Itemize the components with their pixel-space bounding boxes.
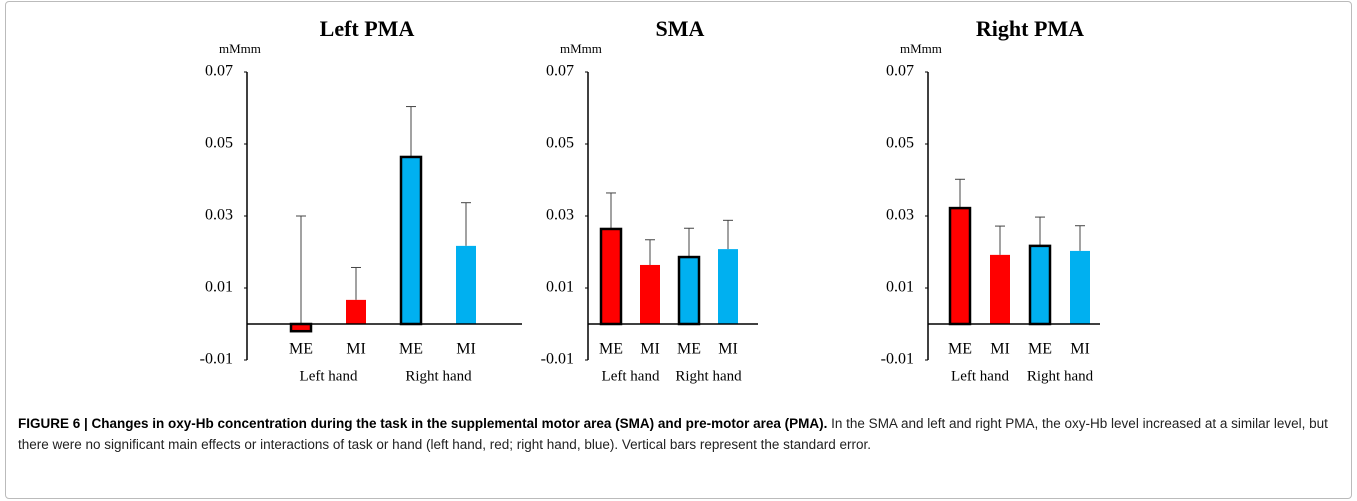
group-label: Right hand xyxy=(675,368,742,384)
bar xyxy=(990,254,1010,324)
chart-title: SMA xyxy=(656,16,705,41)
charts: Left PMA mMmm -0.01 0.01 0.03 0.05 0.07 ME MI ME M… xyxy=(200,16,1100,384)
y-tick-label: 0.05 xyxy=(205,135,233,152)
group-label: Left hand xyxy=(602,368,660,384)
bar xyxy=(399,155,423,326)
group-label: Left hand xyxy=(300,368,358,384)
y-tick-label: 0.03 xyxy=(546,207,574,224)
x-tick-label: ME xyxy=(599,341,623,358)
y-tick-label: 0.01 xyxy=(205,279,233,296)
bar xyxy=(948,206,972,326)
y-tick-label: 0.07 xyxy=(546,63,574,80)
bar xyxy=(640,264,660,324)
figure-frame xyxy=(5,1,1352,499)
bar xyxy=(346,299,366,324)
y-tick-label: -0.01 xyxy=(881,351,914,368)
y-tick-label: -0.01 xyxy=(541,351,574,368)
y-tick-label: 0.07 xyxy=(886,63,914,80)
x-tick-label: MI xyxy=(456,341,476,358)
x-tick-label: ME xyxy=(289,341,313,358)
bar xyxy=(456,245,476,324)
y-unit: mMmm xyxy=(219,41,261,56)
x-tick-label: MI xyxy=(1070,341,1090,358)
bar xyxy=(289,322,313,333)
x-tick-label: ME xyxy=(677,341,701,358)
y-tick-label: 0.07 xyxy=(205,63,233,80)
chart-title: Left PMA xyxy=(320,16,415,41)
y-tick-label: 0.05 xyxy=(546,135,574,152)
caption-body: In the SMA and left and right PMA, the o… xyxy=(18,416,1328,452)
bar xyxy=(1070,250,1090,324)
x-tick-label: MI xyxy=(990,341,1010,358)
y-tick-label: 0.01 xyxy=(886,279,914,296)
y-unit: mMmm xyxy=(900,41,942,56)
group-label: Left hand xyxy=(951,368,1009,384)
y-unit: mMmm xyxy=(560,41,602,56)
y-tick-label: 0.03 xyxy=(205,207,233,224)
chart-title: Right PMA xyxy=(976,16,1084,41)
x-tick-label: MI xyxy=(718,341,738,358)
x-tick-label: MI xyxy=(346,341,366,358)
y-tick-label: 0.05 xyxy=(886,135,914,152)
x-tick-label: ME xyxy=(399,341,423,358)
bar xyxy=(599,227,623,326)
bar xyxy=(718,249,738,324)
caption: FIGURE 6 | Changes in oxy-Hb concentrati… xyxy=(18,413,1338,455)
y-tick-label: -0.01 xyxy=(200,351,233,368)
x-tick-label: MI xyxy=(640,341,660,358)
x-tick-label: ME xyxy=(948,341,972,358)
group-label: Right hand xyxy=(405,368,472,384)
y-tick-label: 0.01 xyxy=(546,279,574,296)
x-tick-label: ME xyxy=(1028,341,1052,358)
bar xyxy=(1028,244,1052,326)
caption-title: FIGURE 6 | Changes in oxy-Hb concentrati… xyxy=(18,416,828,431)
y-tick-label: 0.03 xyxy=(886,207,914,224)
group-label: Right hand xyxy=(1027,368,1094,384)
bar xyxy=(677,255,701,326)
